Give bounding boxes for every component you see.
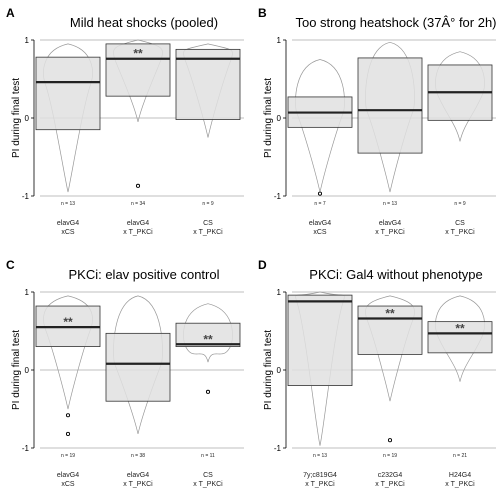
n-label: n = 11 — [201, 453, 215, 459]
n-label: n = 19 — [61, 453, 75, 459]
box — [358, 58, 422, 153]
category-label: c232G4 — [378, 472, 403, 479]
category-label: CS — [203, 472, 213, 479]
outlier-point — [66, 414, 69, 417]
category-label-line2: x T_PKCi — [445, 481, 475, 488]
panel-title: PKCi: Gal4 without phenotype — [309, 267, 482, 282]
category-label: elavG4 — [57, 472, 79, 479]
n-label: n = 9 — [454, 201, 465, 207]
panel-d: D PKCi: Gal4 without phenotype PI during f… — [258, 258, 496, 488]
category-label-line2: x T_PKCi — [123, 481, 153, 488]
outlier-point — [66, 432, 69, 435]
n-label: n = 19 — [383, 453, 397, 459]
y-axis-label: PI during final test — [11, 78, 22, 158]
n-label: n = 13 — [313, 453, 327, 459]
y-tick-label: 1 — [25, 36, 30, 45]
outlier-point — [206, 390, 209, 393]
outlier-point — [388, 439, 391, 442]
box-group-3: n = 9 CS x T_PKCi — [428, 52, 492, 236]
box-group-3: ** n = 21 H24G4 x T_PKCi — [428, 296, 492, 488]
outlier-point — [136, 184, 139, 187]
n-label: n = 38 — [131, 453, 145, 459]
category-label-line2: x T_PKCi — [305, 481, 335, 488]
y-tick-label: 1 — [277, 288, 282, 297]
category-label-line2: x T_PKCi — [123, 229, 153, 236]
category-label: elavG4 — [309, 220, 331, 227]
y-tick-label: 1 — [277, 36, 282, 45]
box-group-2: n = 38 elavG4 x T_PKCi — [106, 296, 170, 488]
category-label: CS — [203, 220, 213, 227]
significance-label: ** — [203, 332, 213, 346]
significance-label: ** — [133, 47, 143, 61]
panel-b: B Too strong heatshock (37Â° for 2h) PI du… — [258, 6, 497, 236]
y-axis-label: PI during final test — [263, 330, 274, 410]
category-label-line2: xCS — [313, 229, 327, 236]
panel-letter: A — [6, 6, 15, 20]
category-label-line2: xCS — [61, 481, 75, 488]
outlier-point — [318, 192, 321, 195]
category-label: CS — [455, 220, 465, 227]
box-group-1: n = 7 elavG4 xCS — [288, 60, 352, 237]
category-label: H24G4 — [449, 472, 471, 479]
category-label: elavG4 — [379, 220, 401, 227]
category-label: elavG4 — [127, 472, 149, 479]
n-label: n = 21 — [453, 453, 467, 459]
panel-letter: C — [6, 258, 15, 272]
n-label: n = 9 — [202, 201, 213, 207]
y-axis-label: PI during final test — [11, 330, 22, 410]
box — [288, 295, 352, 385]
panel-title: PKCi: elav positive control — [68, 267, 219, 282]
y-tick-label: 0 — [25, 366, 30, 375]
y-tick-label: -1 — [274, 444, 282, 453]
box — [106, 333, 170, 401]
panel-letter: D — [258, 258, 267, 272]
n-label: n = 13 — [61, 201, 75, 207]
panel-title: Mild heat shocks (pooled) — [70, 15, 218, 30]
box-group-2: ** n = 34 elavG4 x T_PKCi — [106, 40, 170, 236]
significance-label: ** — [63, 315, 73, 329]
y-tick-label: 1 — [25, 288, 30, 297]
box-group-1: n = 13 7y;c819G4 x T_PKCi — [288, 292, 352, 488]
box-group-2: n = 13 elavG4 x T_PKCi — [358, 42, 422, 236]
category-label-line2: x T_PKCi — [193, 481, 223, 488]
box-group-1: n = 13 elavG4 xCS — [36, 44, 100, 236]
category-label-line2: x T_PKCi — [445, 229, 475, 236]
box — [176, 49, 240, 119]
y-tick-label: 0 — [277, 114, 282, 123]
category-label-line2: x T_PKCi — [375, 481, 405, 488]
y-tick-label: 0 — [25, 114, 30, 123]
panel-title: Too strong heatshock (37Â° for 2h) — [295, 15, 496, 30]
n-label: n = 13 — [383, 201, 397, 207]
box — [36, 57, 100, 130]
panel-c: C PKCi: elav positive control PI during fi… — [6, 258, 244, 488]
category-label-line2: xCS — [61, 229, 75, 236]
category-label: elavG4 — [127, 220, 149, 227]
category-label-line2: x T_PKCi — [375, 229, 405, 236]
box-group-3: ** n = 11 CS x T_PKCi — [176, 304, 240, 488]
y-tick-label: -1 — [274, 192, 282, 201]
significance-label: ** — [385, 307, 395, 321]
y-tick-label: 0 — [277, 366, 282, 375]
significance-label: ** — [455, 321, 465, 335]
n-label: n = 7 — [314, 201, 325, 207]
panel-a: A Mild heat shocks (pooled) PI during fina… — [6, 6, 244, 236]
category-label: 7y;c819G4 — [303, 472, 337, 479]
y-tick-label: -1 — [22, 192, 30, 201]
category-label: elavG4 — [57, 220, 79, 227]
panel-letter: B — [258, 6, 267, 20]
y-tick-label: -1 — [22, 444, 30, 453]
n-label: n = 34 — [131, 201, 145, 207]
box-group-1: ** n = 19 elavG4 xCS — [36, 296, 100, 488]
category-label-line2: x T_PKCi — [193, 229, 223, 236]
box-group-2: ** n = 19 c232G4 x T_PKCi — [358, 296, 422, 488]
box-group-3: n = 9 CS x T_PKCi — [176, 44, 240, 236]
y-axis-label: PI during final test — [263, 78, 274, 158]
